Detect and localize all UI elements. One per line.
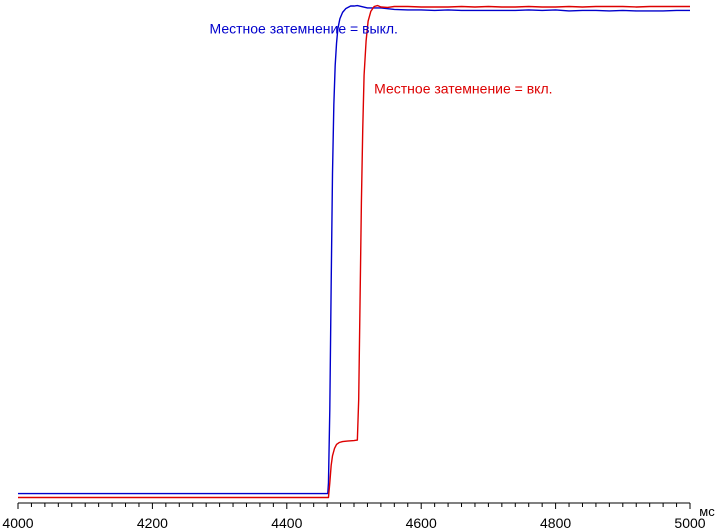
series-layer bbox=[18, 4, 690, 499]
x-tick-label: 4000 bbox=[2, 515, 33, 530]
x-tick-label: 4800 bbox=[540, 515, 571, 530]
series-line-2 bbox=[18, 4, 690, 499]
annotations: Местное затемнение = выкл. Местное затемн… bbox=[210, 21, 553, 97]
x-tick-labels: 4000 4200 4400 4600 4800 5000 bbox=[2, 515, 705, 530]
x-tick-label: 4600 bbox=[406, 515, 437, 530]
x-tick-label: 4400 bbox=[271, 515, 302, 530]
x-tick-label: 4200 bbox=[137, 515, 168, 530]
x-tick-label: 5000 bbox=[674, 515, 705, 530]
series-line-1 bbox=[18, 4, 690, 495]
series-annotation-2: Местное затемнение = вкл. bbox=[374, 80, 552, 96]
x-ticks bbox=[17, 503, 691, 509]
series-annotation-1: Местное затемнение = выкл. bbox=[210, 21, 398, 37]
x-axis-unit-label: мс bbox=[699, 504, 715, 519]
